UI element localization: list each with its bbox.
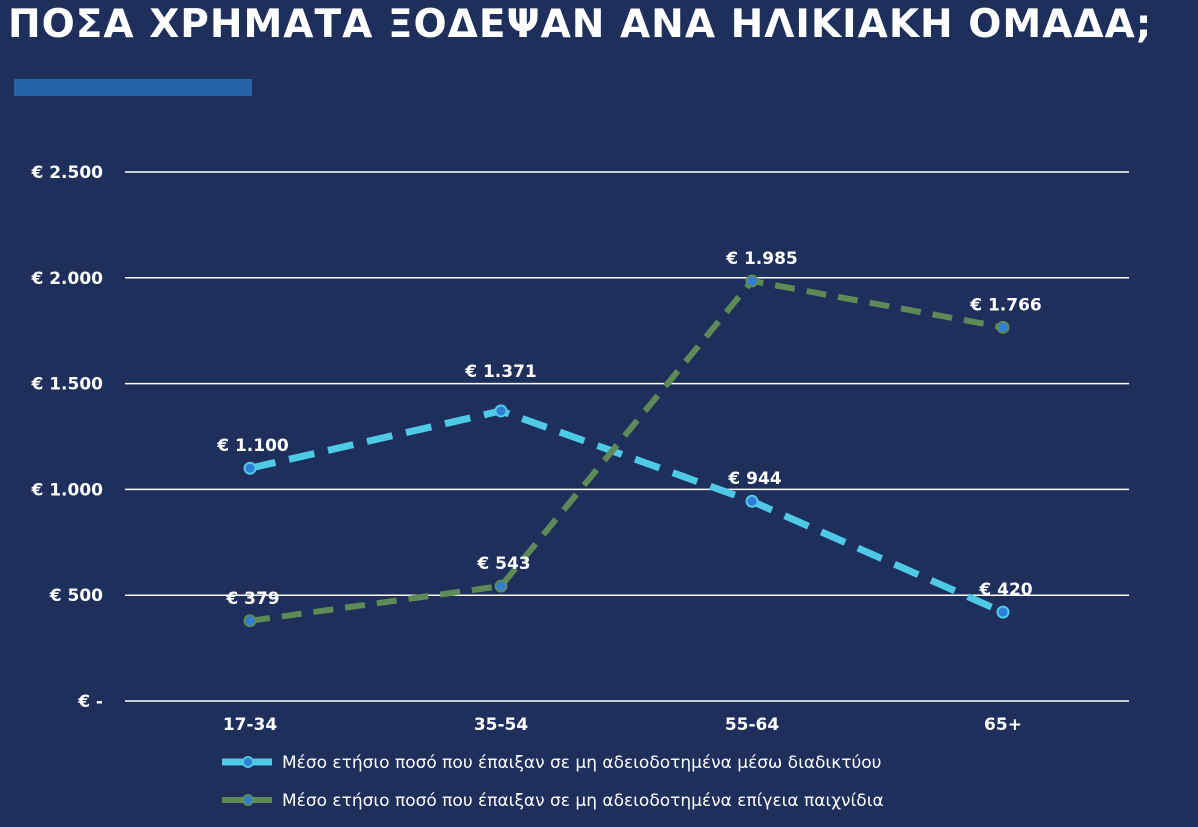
- data-label-landbased: € 379: [225, 589, 279, 609]
- y-tick-label: € 1.500: [30, 375, 103, 395]
- data-point-online: [494, 404, 508, 418]
- data-label-online: € 944: [727, 469, 781, 489]
- data-point-landbased: [745, 274, 759, 288]
- y-tick-label: € 500: [49, 586, 103, 606]
- data-label-landbased: € 1.766: [969, 295, 1042, 315]
- x-tick-label: 17-34: [223, 715, 278, 735]
- legend-marker-online: [242, 756, 254, 768]
- legend-label-online: Μέσο ετήσιο ποσό που έπαιξαν σε μη αδειο…: [282, 753, 882, 773]
- data-label-online: € 420: [978, 580, 1032, 600]
- chart-gridlines: [125, 171, 1129, 702]
- data-point-online: [745, 494, 759, 508]
- x-axis-ticks: 17-34 35-54 55-64 65+: [223, 715, 1022, 735]
- data-label-online: € 1.371: [464, 362, 537, 382]
- page-title: ΠΟΣΑ ΧΡΗΜΑΤΑ ΞΟΔΕΨΑΝ ΑΝΑ ΗΛΙΚΙΑΚΗ ΟΜΑΔΑ;: [8, 2, 1153, 47]
- data-point-online: [996, 605, 1010, 619]
- series-line-online: [249, 407, 1005, 616]
- y-tick-label: € -: [77, 692, 103, 712]
- y-tick-label: € 2.000: [30, 269, 103, 289]
- data-label-online: € 1.100: [216, 436, 289, 456]
- x-tick-label: 65+: [984, 715, 1022, 735]
- data-point-online: [243, 461, 257, 475]
- data-point-landbased: [996, 320, 1010, 334]
- x-tick-label: 35-54: [474, 715, 529, 735]
- series-lines: [249, 277, 1005, 624]
- y-axis-ticks: € - € 500 € 1.000 € 1.500 € 2.000 € 2.500: [30, 163, 103, 712]
- x-tick-label: 55-64: [725, 715, 780, 735]
- data-labels: € 1.100 € 1.371 € 944 € 420 € 379 € 543 € 1.98…: [216, 249, 1042, 609]
- title-accent-bar: [14, 79, 252, 96]
- y-tick-label: € 2.500: [30, 163, 103, 183]
- y-tick-label: € 1.000: [30, 480, 103, 500]
- chart-legend: Μέσο ετήσιο ποσό που έπαιξαν σε μη αδειο…: [222, 753, 884, 811]
- data-label-landbased: € 543: [476, 554, 530, 574]
- series-markers: [243, 274, 1010, 628]
- data-label-landbased: € 1.985: [725, 249, 798, 269]
- legend-marker-landbased: [242, 794, 254, 806]
- legend-label-landbased: Μέσο ετήσιο ποσό που έπαιξαν σε μη αδειο…: [282, 791, 884, 811]
- series-line-landbased: [249, 277, 1004, 624]
- data-point-landbased: [243, 614, 257, 628]
- data-point-landbased: [494, 579, 508, 593]
